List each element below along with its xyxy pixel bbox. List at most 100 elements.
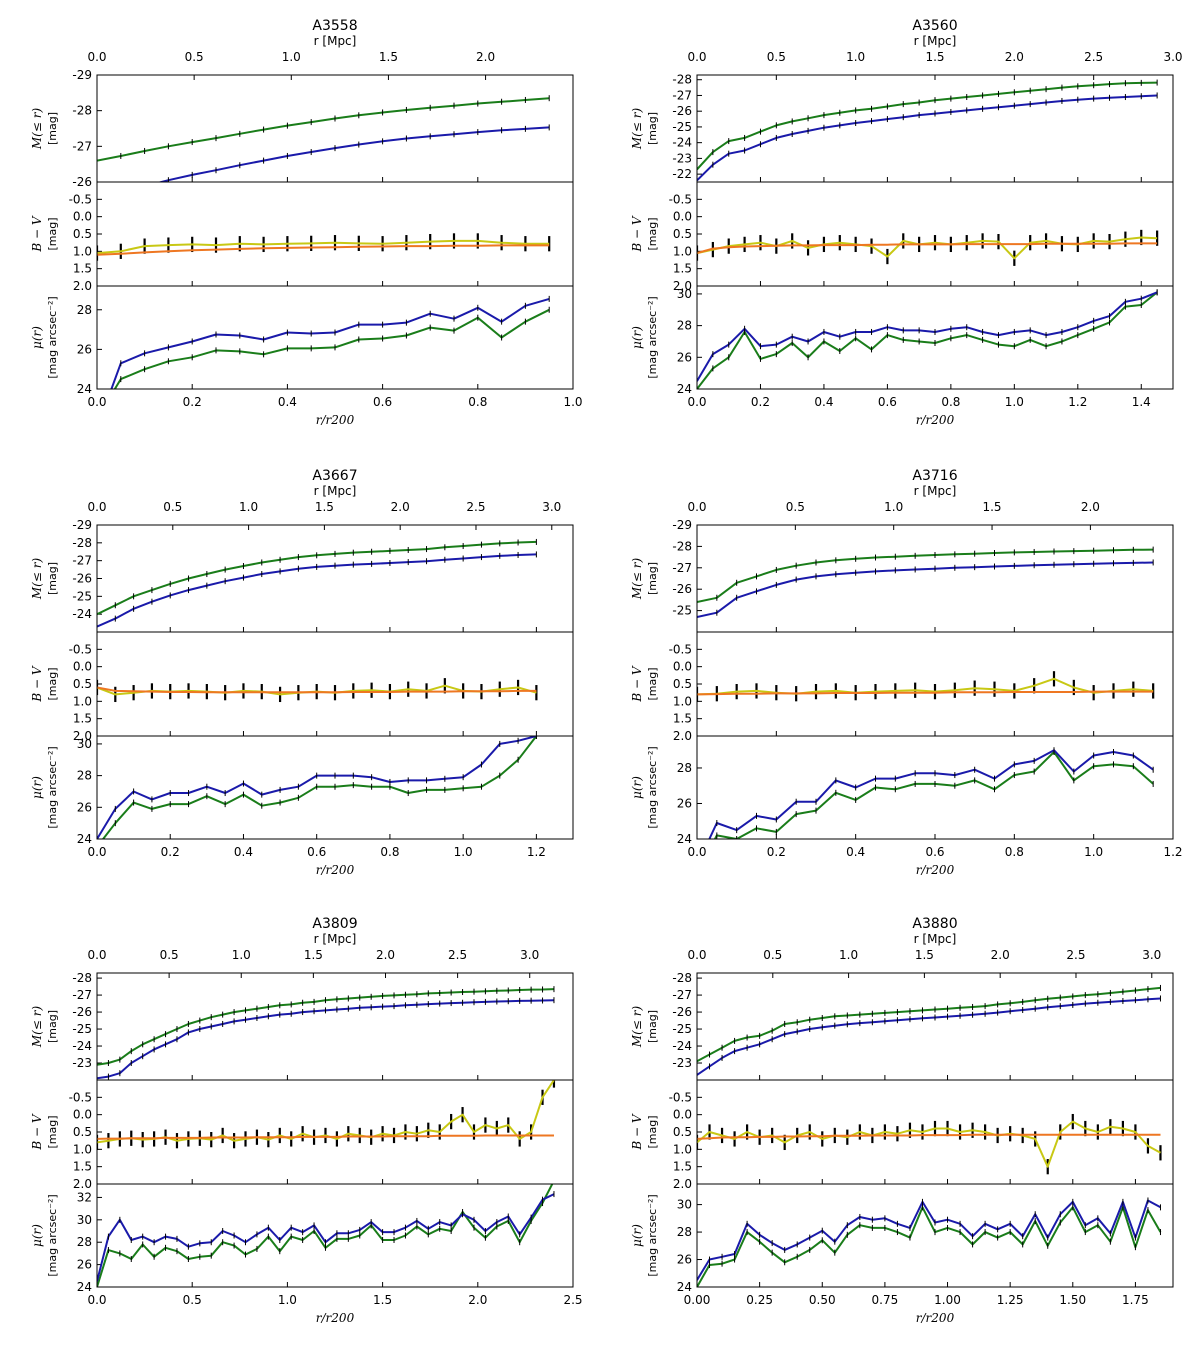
sb-panel: 24 26 28 30 μ(r) [mag arcsec⁻²] bbox=[30, 735, 574, 846]
y-tick-label: -29 bbox=[672, 518, 692, 532]
y-tick-label: 28 bbox=[677, 1225, 692, 1239]
mag-panel: -29 -28 -27 -26 -25 M(≤ r) [mag] bbox=[630, 518, 1174, 633]
top-tick-label: 0.0 bbox=[87, 50, 106, 64]
y-tick-label: 0.0 bbox=[73, 210, 92, 224]
y-axis-label: M(≤ r) bbox=[630, 558, 644, 601]
color-panel-frame bbox=[696, 181, 1174, 287]
y-tick-label: 0.5 bbox=[73, 227, 92, 241]
y-axis-unit: [mag] bbox=[46, 112, 59, 145]
y-tick-label: -24 bbox=[72, 607, 92, 621]
y-axis-unit: [mag arcsec⁻²] bbox=[646, 746, 659, 828]
x-tick-label: 0.25 bbox=[746, 1293, 773, 1307]
y-tick-label: -26 bbox=[72, 175, 92, 189]
top-axis-label: r [Mpc] bbox=[314, 34, 357, 48]
y-tick-label: 24 bbox=[677, 1280, 692, 1294]
y-axis-unit: [mag] bbox=[46, 1115, 59, 1148]
color-series-orange bbox=[697, 1133, 1161, 1140]
x-tick-label: 0.75 bbox=[872, 1293, 899, 1307]
mag-series-blue bbox=[157, 126, 550, 182]
y-tick-label: -28 bbox=[72, 536, 92, 550]
y-tick-label: 2.0 bbox=[73, 729, 92, 743]
bottom-axis-label: r/r200 bbox=[316, 1311, 355, 1325]
top-tick-label: 1.0 bbox=[839, 948, 858, 962]
y-tick-label: 26 bbox=[677, 796, 692, 810]
y-tick-label: -26 bbox=[72, 572, 92, 586]
y-axis-unit: [mag arcsec⁻²] bbox=[646, 296, 659, 378]
color-panel: 2.0 1.5 1.0 0.5 0.0 -0.5 B − V [mag] bbox=[630, 181, 1174, 293]
top-tick-label: 2.5 bbox=[1084, 50, 1103, 64]
top-tick-label: 2.0 bbox=[1081, 500, 1100, 514]
color-panel-frame bbox=[96, 1079, 574, 1185]
top-tick-label: 2.0 bbox=[376, 948, 395, 962]
y-tick-label: -0.5 bbox=[69, 642, 92, 656]
y-tick-label: 2.0 bbox=[673, 1177, 692, 1191]
y-tick-label: 26 bbox=[77, 1258, 92, 1272]
sb-series-green bbox=[697, 291, 1158, 389]
x-tick-label: 1.2 bbox=[527, 845, 546, 859]
x-tick-label: 0.6 bbox=[925, 845, 944, 859]
y-tick-label: 24 bbox=[77, 382, 92, 396]
y-axis-unit: [mag] bbox=[646, 1115, 659, 1148]
top-tick-label: 3.0 bbox=[542, 500, 561, 514]
sb-panel-frame bbox=[96, 285, 574, 390]
y-tick-label: 24 bbox=[677, 832, 692, 846]
y-tick-label: 28 bbox=[77, 303, 92, 317]
y-tick-label: 1.5 bbox=[73, 262, 92, 276]
mag-panel-frame bbox=[96, 972, 574, 1081]
y-tick-label: 24 bbox=[77, 832, 92, 846]
x-tick-label: 1.2 bbox=[1068, 395, 1087, 409]
figure-title: A3880 bbox=[912, 916, 957, 932]
y-tick-label: 2.0 bbox=[73, 279, 92, 293]
y-tick-label: 1.0 bbox=[73, 1142, 92, 1156]
y-tick-label: -23 bbox=[672, 151, 692, 165]
y-tick-label: 1.0 bbox=[73, 694, 92, 708]
y-tick-label: -26 bbox=[672, 104, 692, 118]
top-tick-label: 2.0 bbox=[991, 948, 1010, 962]
color-series-orange bbox=[97, 686, 537, 694]
y-tick-label: -23 bbox=[672, 1056, 692, 1070]
y-axis-unit: [mag] bbox=[646, 112, 659, 145]
sb-panel: 24 26 28 30 32 μ(r) [mag arcsec⁻²] bbox=[30, 1183, 574, 1294]
figure-title: A3667 bbox=[312, 468, 357, 484]
top-tick-label: 2.0 bbox=[1005, 50, 1024, 64]
y-axis-label: M(≤ r) bbox=[30, 108, 44, 151]
color-series-yellow bbox=[697, 677, 1154, 696]
mag-series-green bbox=[697, 548, 1154, 603]
top-tick-label: 0.5 bbox=[767, 50, 786, 64]
sb-series-blue bbox=[697, 291, 1158, 382]
x-tick-label: 0.8 bbox=[941, 395, 960, 409]
y-tick-label: 2.0 bbox=[673, 729, 692, 743]
top-tick-label: 0.0 bbox=[87, 500, 106, 514]
mag-panel: -28 -27 -26 -25 -24 -23 M(≤ r) [mag] bbox=[30, 971, 574, 1081]
sb-series-green bbox=[713, 751, 1154, 839]
x-tick-label: 1.50 bbox=[1059, 1293, 1086, 1307]
y-tick-label: 0.0 bbox=[673, 210, 692, 224]
y-tick-label: -24 bbox=[672, 136, 692, 150]
y-tick-label: -26 bbox=[672, 582, 692, 596]
y-tick-label: 1.5 bbox=[73, 712, 92, 726]
y-axis-label: μ(r) bbox=[30, 1224, 44, 1247]
x-tick-label: 0.6 bbox=[307, 845, 326, 859]
top-axis-label: r [Mpc] bbox=[914, 484, 957, 498]
x-tick-label: 1.5 bbox=[373, 1293, 392, 1307]
top-axis-label: r [Mpc] bbox=[314, 932, 357, 946]
y-tick-label: -29 bbox=[72, 68, 92, 82]
top-tick-label: 1.0 bbox=[282, 50, 301, 64]
x-tick-label: 0.6 bbox=[878, 395, 897, 409]
y-tick-label: -23 bbox=[72, 1056, 92, 1070]
y-axis-label: M(≤ r) bbox=[630, 108, 644, 151]
y-axis-unit: [mag] bbox=[46, 217, 59, 250]
top-tick-label: 3.0 bbox=[1142, 948, 1161, 962]
x-tick-label: 0.0 bbox=[87, 1293, 106, 1307]
x-tick-label: 0.0 bbox=[87, 395, 106, 409]
y-tick-label: 1.5 bbox=[73, 1160, 92, 1174]
y-tick-label: -0.5 bbox=[69, 192, 92, 206]
y-tick-label: -0.5 bbox=[69, 1090, 92, 1104]
y-axis-label: B − V bbox=[630, 665, 644, 703]
y-axis-unit: [mag arcsec⁻²] bbox=[46, 296, 59, 378]
bottom-axis-label: r/r200 bbox=[916, 863, 955, 877]
